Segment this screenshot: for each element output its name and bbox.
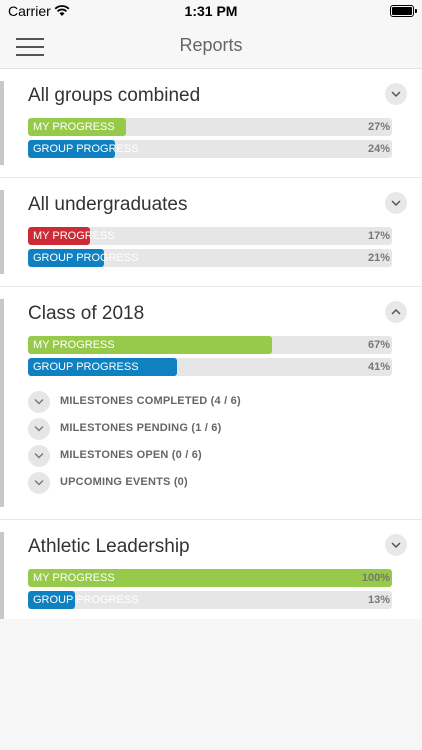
group-card-accent — [0, 190, 4, 274]
my-progress-percent: 27% — [367, 121, 390, 133]
my-progress-fill — [28, 336, 272, 354]
group-progress-label: GROUP PROGRESS — [33, 361, 139, 373]
group-progress-label: GROUP PROGRESS — [33, 143, 139, 155]
milestone-label: MILESTONES COMPLETED (4 / 6) — [60, 395, 241, 407]
group-progress-bar: GROUP PROGRESS 41% — [28, 358, 392, 376]
group-card: All undergraduates MY PROGRESS 17% GROUP PR… — [0, 178, 422, 287]
group-card: All groups combined MY PROGRESS 27% GROUP P… — [0, 69, 422, 178]
group-title[interactable]: Class of 2018 — [28, 303, 145, 324]
group-card-accent — [0, 81, 4, 165]
group-list: All groups combined MY PROGRESS 27% GROUP P… — [0, 69, 422, 619]
my-progress-percent: 100% — [361, 572, 390, 584]
my-progress-bar: MY PROGRESS 27% — [28, 118, 392, 136]
group-progress-fill — [28, 140, 116, 158]
nav-bar: Reports — [0, 22, 422, 69]
chevron-up-icon[interactable] — [385, 301, 407, 323]
carrier-label: Carrier — [8, 3, 51, 19]
milestone-label: UPCOMING EVENTS (0) — [60, 476, 188, 488]
chevron-down-icon[interactable] — [28, 472, 50, 494]
group-progress-percent: 41% — [367, 361, 390, 373]
milestone-label: MILESTONES OPEN (0 / 6) — [60, 449, 202, 461]
milestone-row[interactable]: MILESTONES PENDING (1 / 6) — [28, 416, 406, 442]
group-progress-bar: GROUP PROGRESS 21% — [28, 249, 392, 267]
my-progress-bar: MY PROGRESS 100% — [28, 569, 392, 587]
group-title[interactable]: All undergraduates — [28, 194, 188, 215]
chevron-down-icon[interactable] — [385, 534, 407, 556]
my-progress-label: MY PROGRESS — [33, 572, 115, 584]
group-title[interactable]: Athletic Leadership — [28, 536, 190, 557]
wifi-icon — [54, 4, 70, 22]
my-progress-percent: 67% — [367, 339, 390, 351]
group-card: Class of 2018 MY PROGRESS 67% GROUP PROGRES… — [0, 287, 422, 520]
milestone-row[interactable]: MILESTONES COMPLETED (4 / 6) — [28, 389, 406, 415]
my-progress-percent: 17% — [367, 230, 390, 242]
group-card-accent — [0, 532, 4, 619]
group-progress-label: GROUP PROGRESS — [33, 594, 139, 606]
group-progress-fill — [28, 358, 178, 376]
group-progress-percent: 13% — [367, 594, 390, 606]
group-card-accent — [0, 299, 4, 507]
my-progress-fill — [28, 118, 127, 136]
group-progress-percent: 21% — [367, 252, 390, 264]
group-title[interactable]: All groups combined — [28, 85, 201, 106]
chevron-down-icon[interactable] — [28, 445, 50, 467]
my-progress-label: MY PROGRESS — [33, 121, 115, 133]
my-progress-bar: MY PROGRESS 17% — [28, 227, 392, 245]
menu-icon[interactable] — [16, 38, 44, 56]
page-title: Reports — [179, 35, 243, 55]
chevron-down-icon[interactable] — [28, 418, 50, 440]
battery-icon — [390, 5, 417, 17]
group-progress-bar: GROUP PROGRESS 13% — [28, 591, 392, 609]
group-progress-label: GROUP PROGRESS — [33, 252, 139, 264]
group-card: Athletic Leadership MY PROGRESS 100% GROUP … — [0, 520, 422, 619]
chevron-down-icon[interactable] — [385, 83, 407, 105]
status-bar: Carrier 1:31 PM — [0, 0, 422, 22]
my-progress-bar: MY PROGRESS 67% — [28, 336, 392, 354]
my-progress-label: MY PROGRESS — [33, 339, 115, 351]
chevron-down-icon[interactable] — [385, 192, 407, 214]
my-progress-fill — [28, 227, 90, 245]
my-progress-label: MY PROGRESS — [33, 230, 115, 242]
clock: 1:31 PM — [184, 3, 238, 19]
group-progress-fill — [28, 591, 76, 609]
my-progress-fill — [28, 569, 392, 587]
chevron-down-icon[interactable] — [28, 391, 50, 413]
milestone-label: MILESTONES PENDING (1 / 6) — [60, 422, 222, 434]
group-progress-percent: 24% — [367, 143, 390, 155]
group-progress-fill — [28, 249, 105, 267]
milestone-row[interactable]: UPCOMING EVENTS (0) — [28, 470, 406, 496]
milestone-row[interactable]: MILESTONES OPEN (0 / 6) — [28, 443, 406, 469]
group-progress-bar: GROUP PROGRESS 24% — [28, 140, 392, 158]
